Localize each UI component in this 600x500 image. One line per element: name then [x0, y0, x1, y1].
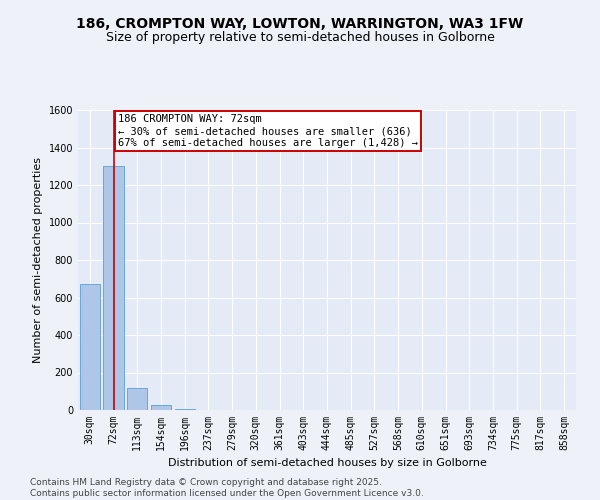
Bar: [80, 284, 100, 410]
Text: 186 CROMPTON WAY: 72sqm
← 30% of semi-detached houses are smaller (636)
67% of s: 186 CROMPTON WAY: 72sqm ← 30% of semi-de…: [118, 114, 418, 148]
Y-axis label: Number of semi-detached properties: Number of semi-detached properties: [33, 157, 43, 363]
Bar: [151, 405, 171, 410]
Text: 186, CROMPTON WAY, LOWTON, WARRINGTON, WA3 1FW: 186, CROMPTON WAY, LOWTON, WARRINGTON, W…: [76, 18, 524, 32]
Text: Contains HM Land Registry data © Crown copyright and database right 2025.
Contai: Contains HM Land Registry data © Crown c…: [30, 478, 424, 498]
Bar: [103, 166, 124, 410]
Bar: [127, 388, 148, 410]
Text: Size of property relative to semi-detached houses in Golborne: Size of property relative to semi-detach…: [106, 31, 494, 44]
X-axis label: Distribution of semi-detached houses by size in Golborne: Distribution of semi-detached houses by …: [167, 458, 487, 468]
